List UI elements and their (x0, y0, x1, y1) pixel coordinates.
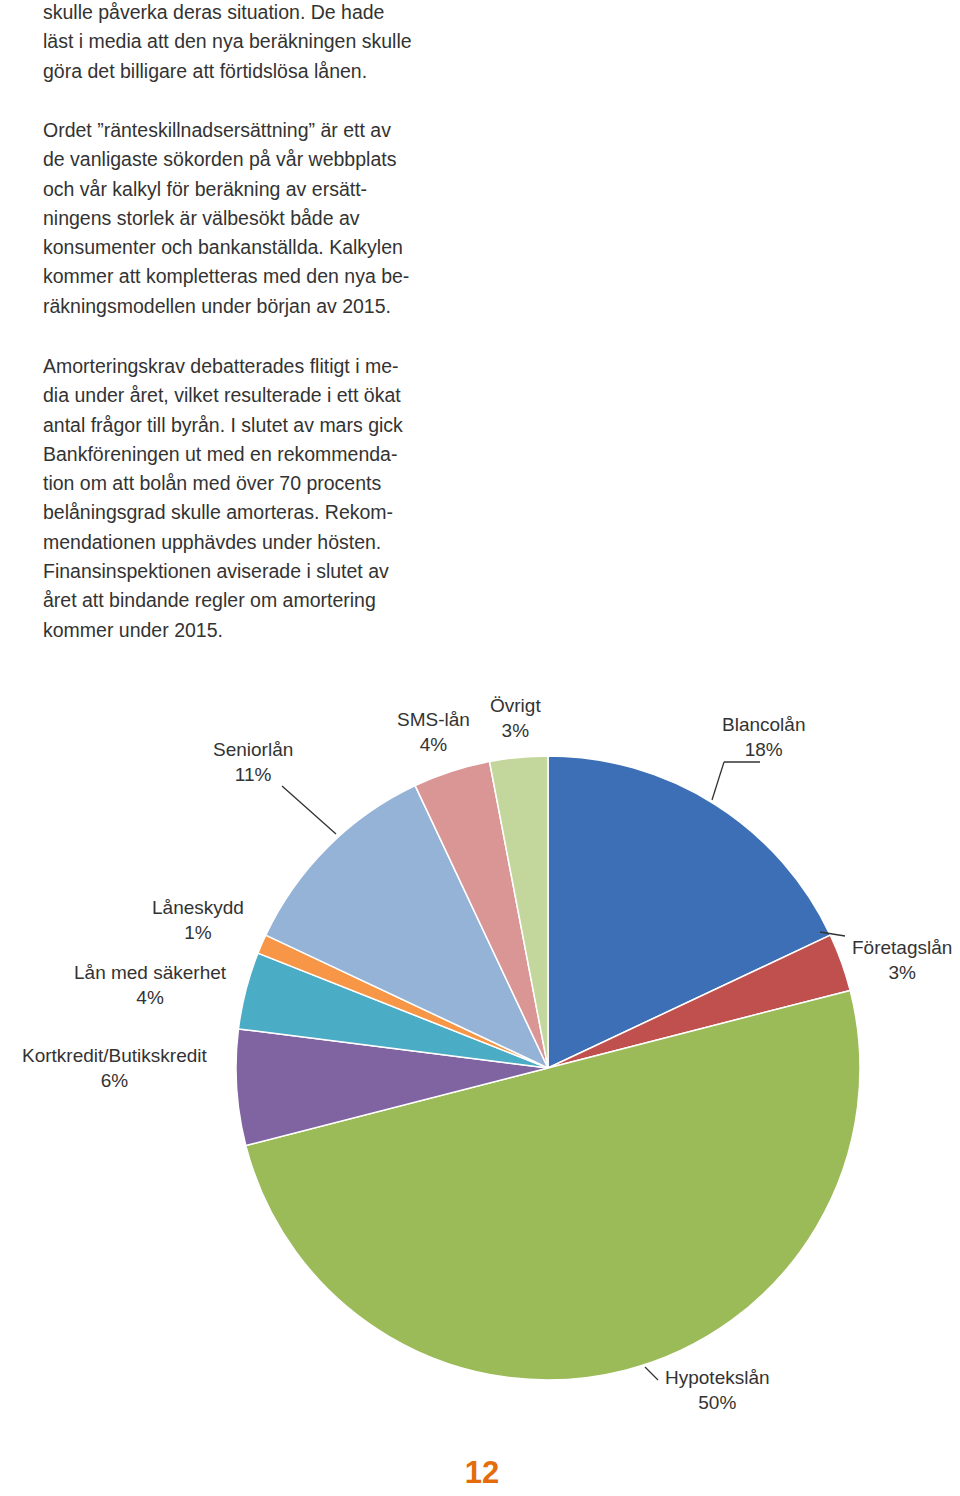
svg-text:Låneskydd1%: Låneskydd1% (152, 897, 244, 943)
svg-text:Lån med säkerhet4%: Lån med säkerhet4% (74, 962, 227, 1008)
html-text:Amorteringskrav debatterades f: Amorteringskrav debatterades flitigt i m… (43, 355, 399, 377)
html-text:skulle påverka deras situation: skulle påverka deras situation. De hade (43, 1, 385, 23)
html-text:antal frågor till byrån. I slu: antal frågor till byrån. I slutet av mar… (43, 413, 403, 436)
html-text:belåningsgrad skulle amorteras: belåningsgrad skulle amorteras. Rekom- (43, 501, 394, 524)
html-text:Bankföreningen ut med en rekom: Bankföreningen ut med en rekommenda- (43, 442, 398, 465)
svg-text:Seniorlån11%: Seniorlån11% (213, 739, 293, 785)
svg-text:Kortkredit/Butikskredit6%: Kortkredit/Butikskredit6% (22, 1045, 208, 1091)
html-text:läst i media att den nya beräk: läst i media att den nya beräkningen sku… (43, 30, 412, 53)
svg-text:Hypotekslån50%: Hypotekslån50% (665, 1367, 770, 1413)
html-text:året att bindande regler om am: året att bindande regler om amortering (43, 589, 376, 612)
html-text:räkningsmodellen under början: räkningsmodellen under början av 2015. (43, 294, 391, 317)
html-text:12: 12 (464, 1455, 500, 1490)
html-text:göra det billigare att förtids: göra det billigare att förtidslösa lånen… (43, 59, 368, 82)
html-text:de vanligaste sökorden på vår: de vanligaste sökorden på vår webbplats (43, 148, 397, 171)
html-text:och vår kalkyl för beräkning a: och vår kalkyl för beräkning av ersätt- (43, 177, 368, 200)
svg-text:Blancolån18%: Blancolån18% (722, 714, 805, 760)
html-text:tion om att bolån med över 70: tion om att bolån med över 70 procents (43, 472, 382, 495)
html-text:kommer under 2015.: kommer under 2015. (43, 618, 223, 641)
html-text:konsumenter och bankanställda.: konsumenter och bankanställda. Kalkylen (43, 236, 403, 259)
svg-text:Företagslån3%: Företagslån3% (852, 937, 952, 983)
html-text:mendationen upphävdes under hö: mendationen upphävdes under hösten. (43, 530, 382, 553)
svg-text:Övrigt3%: Övrigt3% (490, 695, 541, 741)
html-text:ningens storlek är välbesökt b: ningens storlek är välbesökt både av (43, 206, 360, 229)
html-text:Finansinspektionen aviserade i: Finansinspektionen aviserade i slutet av (43, 560, 389, 583)
html-text:Ordet ”ränteskillnadsersättnin: Ordet ”ränteskillnadsersättning” är ett … (43, 119, 391, 141)
svg-text:SMS-lån4%: SMS-lån4% (397, 709, 470, 755)
html-text:dia under året, vilket resulte: dia under året, vilket resulterade i ett… (43, 384, 401, 407)
html-text:kommer att kompletteras med de: kommer att kompletteras med den nya be- (43, 265, 410, 288)
